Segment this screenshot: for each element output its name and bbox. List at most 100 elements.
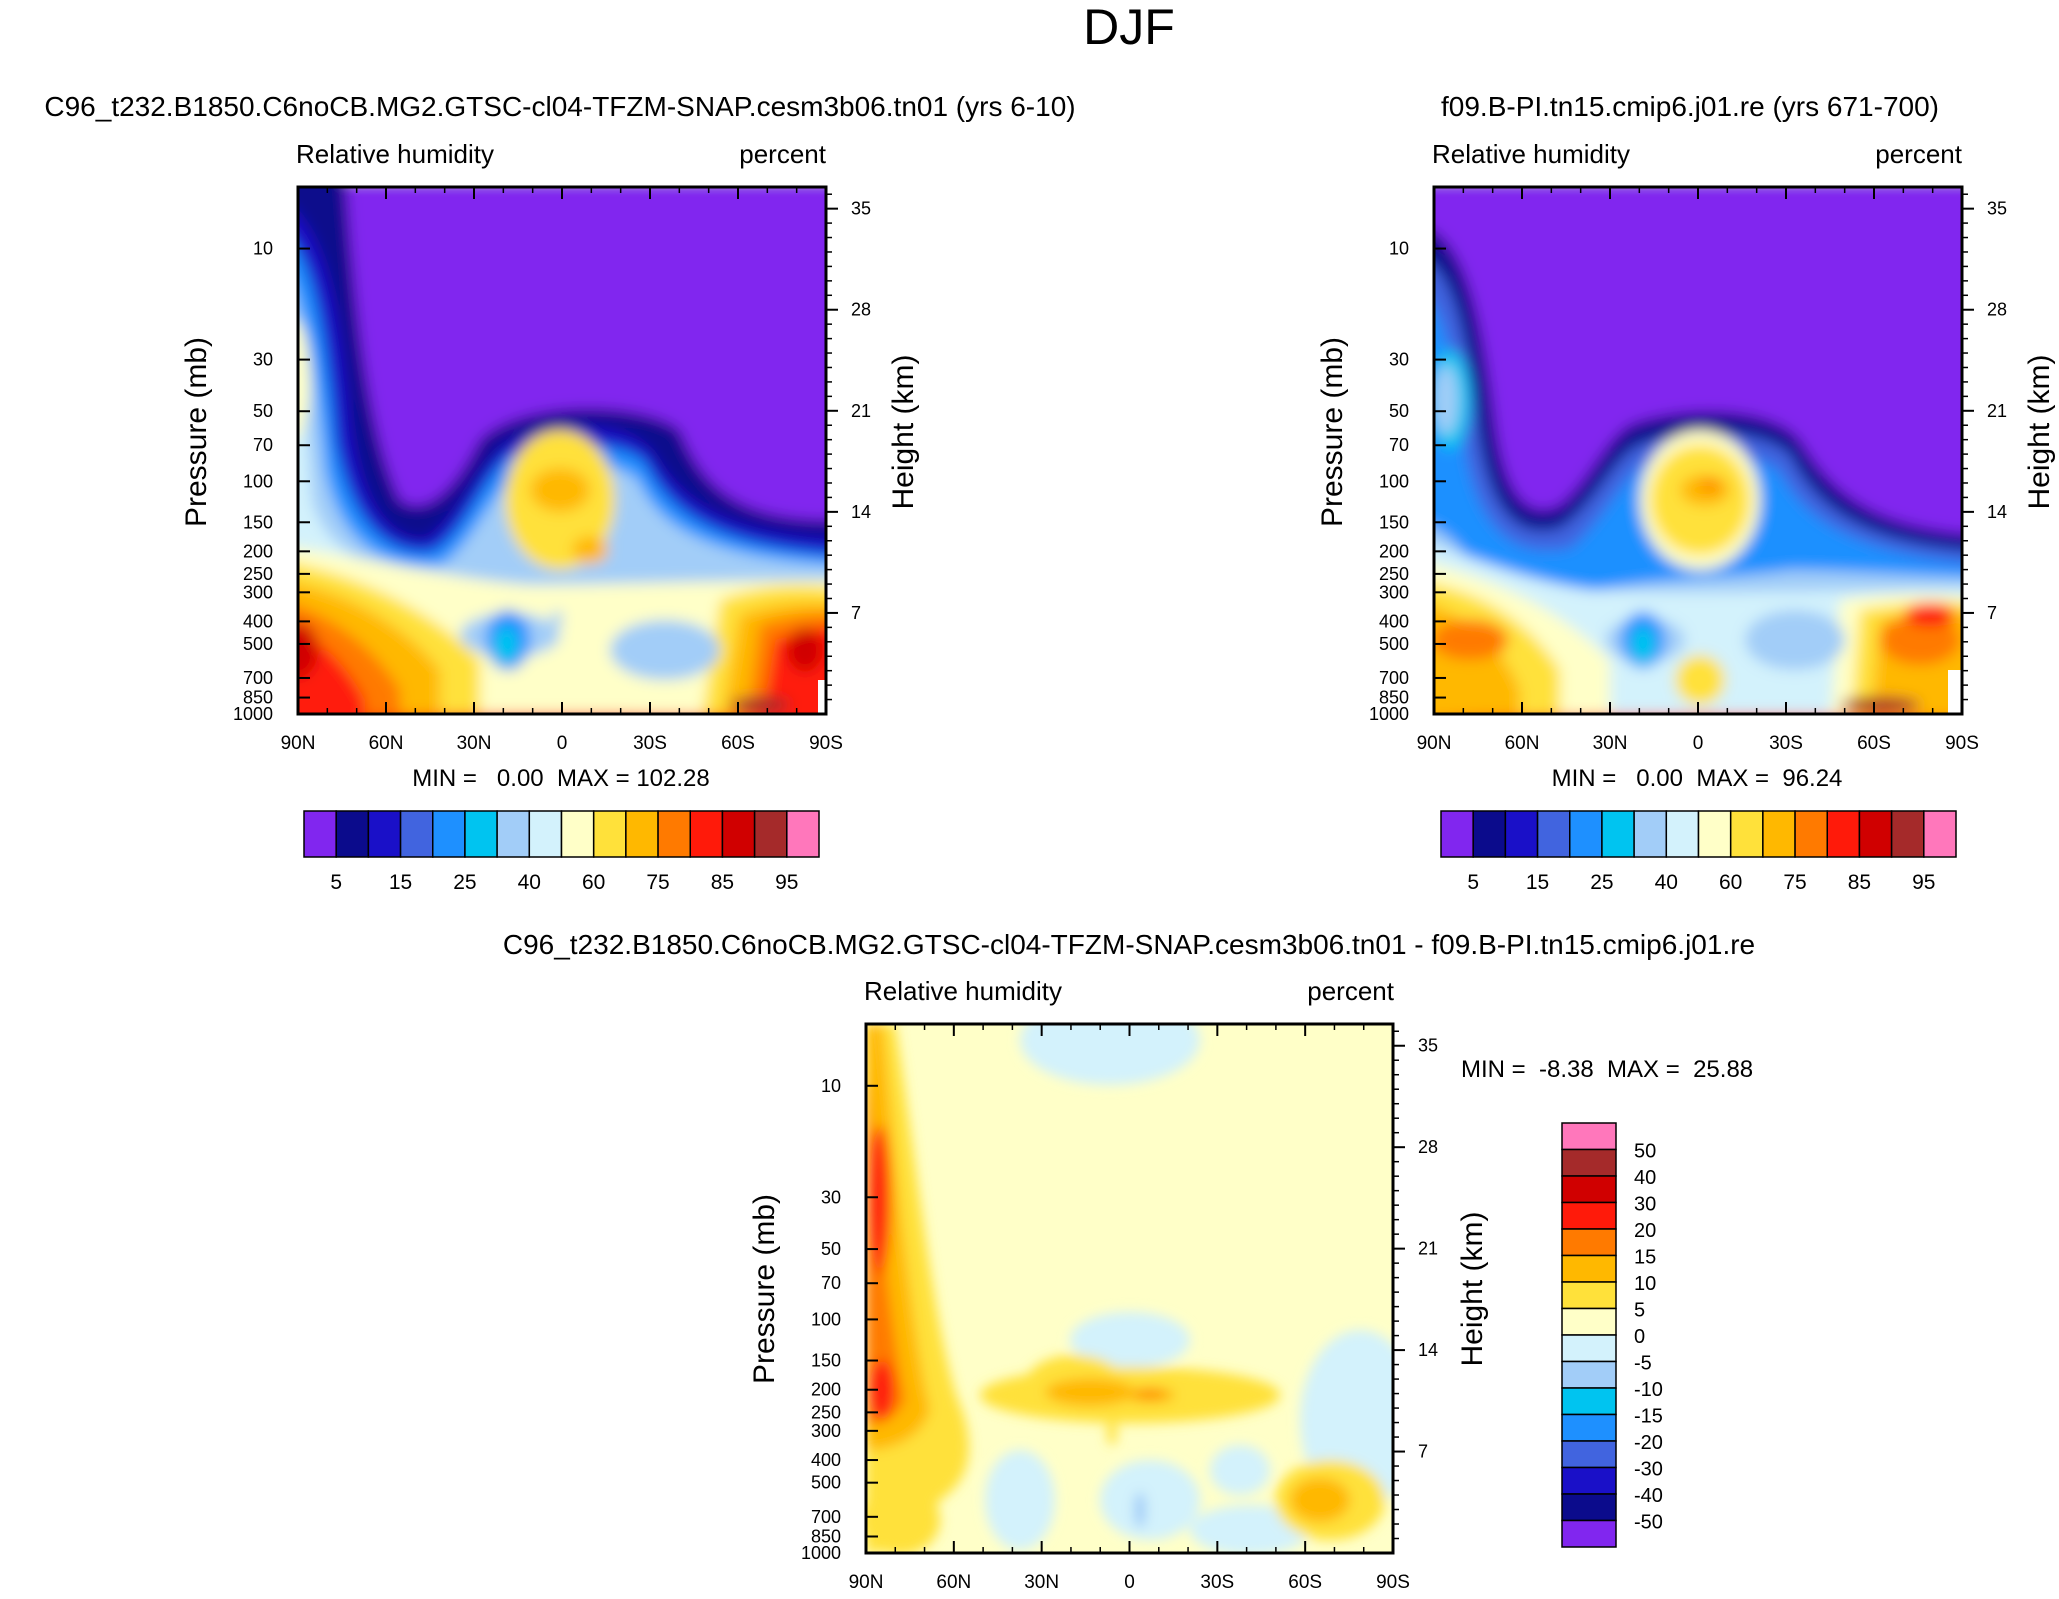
diff-variable-label: Relative humidity	[864, 976, 1062, 1006]
colorbar-swatch	[1561, 1519, 1617, 1548]
colorbar-swatch	[335, 810, 370, 858]
y-tick-label: 200	[243, 541, 273, 561]
x-tick-label: 30N	[457, 733, 492, 754]
colorbar-label: -5	[1634, 1353, 1652, 1375]
x-tick-label: 30S	[1769, 733, 1803, 754]
colorbar-label: 25	[1590, 871, 1613, 894]
x-tick-label: 90N	[1417, 733, 1452, 754]
colorbar-swatch	[367, 810, 402, 858]
colorbar-swatch	[689, 810, 724, 858]
colorbar-swatch	[786, 810, 820, 858]
colorbar-swatch	[399, 810, 434, 858]
y2-tick-label: 7	[1987, 603, 1997, 623]
colorbar-swatch	[1561, 1281, 1617, 1310]
x-tick-label: 30S	[1200, 1572, 1234, 1593]
colorbar-swatch	[1561, 1387, 1617, 1416]
colorbar-label: 95	[1912, 871, 1935, 894]
colorbar-swatch	[1729, 810, 1764, 858]
left-units-label: percent	[739, 139, 826, 169]
left-ylabel-pressure: Pressure (mb)	[180, 337, 213, 527]
y-tick-label: 850	[811, 1527, 841, 1547]
colorbar-swatch	[1561, 1440, 1617, 1469]
y-tick-label: 200	[1379, 541, 1409, 561]
colorbar-swatch	[1890, 810, 1925, 858]
y-tick-label: 400	[811, 1450, 841, 1470]
colorbar-swatch	[303, 810, 337, 858]
colorbar-swatch	[721, 810, 756, 858]
y2-tick-label: 21	[1418, 1239, 1438, 1259]
x-tick-label: 90S	[809, 733, 843, 754]
y-tick-label: 10	[1389, 239, 1409, 259]
colorbar-swatch	[1472, 810, 1507, 858]
colorbar-label: 5	[1467, 871, 1479, 894]
right-ylabel-pressure: Pressure (mb)	[1316, 337, 1349, 527]
x-tick-label: 60S	[721, 733, 755, 754]
colorbar-label: 0	[1634, 1326, 1645, 1348]
colorbar-swatch	[1561, 1466, 1617, 1495]
colorbar-label: 50	[1634, 1141, 1656, 1163]
y-tick-label: 1000	[1369, 704, 1409, 724]
y-tick-label: 700	[811, 1507, 841, 1527]
x-tick-label: 30N	[1024, 1572, 1059, 1593]
x-tick-label: 30S	[633, 733, 667, 754]
colorbar-label: 20	[1634, 1220, 1656, 1242]
y-tick-label: 250	[811, 1402, 841, 1422]
x-tick-label: 60N	[936, 1572, 971, 1593]
colorbar-swatch	[1561, 1201, 1617, 1230]
y-tick-label: 150	[243, 512, 273, 532]
y2-tick-label: 28	[1987, 300, 2007, 320]
colorbar-swatch	[1561, 1413, 1617, 1442]
y-tick-label: 10	[821, 1076, 841, 1096]
colorbar-swatch	[1569, 810, 1603, 858]
y2-tick-label: 14	[1987, 502, 2007, 522]
colorbar-label: 60	[582, 871, 605, 894]
colorbar-swatch	[464, 810, 498, 858]
colorbar-label: 40	[518, 871, 541, 894]
x-tick-label: 90N	[849, 1572, 884, 1593]
right-variable-label: Relative humidity	[1432, 139, 1630, 169]
colorbar-label: 75	[1783, 871, 1806, 894]
diff-units-label: percent	[1307, 976, 1394, 1006]
diff-ylabel-pressure: Pressure (mb)	[748, 1194, 781, 1384]
y-tick-label: 1000	[233, 704, 273, 724]
colorbar-swatch	[1561, 1360, 1617, 1389]
colorbar-swatch	[657, 810, 691, 858]
x-tick-label: 30N	[1593, 733, 1628, 754]
x-tick-label: 90S	[1376, 1572, 1410, 1593]
colorbar-swatch	[1601, 810, 1635, 858]
colorbar-swatch	[1536, 810, 1571, 858]
y-tick-label: 250	[243, 564, 273, 584]
diff-contour-field	[866, 1024, 1393, 1553]
colorbar-swatch	[1762, 810, 1796, 858]
y-tick-label: 50	[821, 1239, 841, 1259]
x-tick-label: 90N	[281, 733, 316, 754]
x-tick-label: 60S	[1288, 1572, 1322, 1593]
diff-ylabel-height: Height (km)	[1456, 1211, 1489, 1366]
colorbar-label: 40	[1655, 871, 1678, 894]
panel-left: C96_t232.B1850.C6noCB.MG2.GTSC-cl04-TFZM…	[44, 91, 1075, 894]
colorbar-swatch	[1561, 1254, 1617, 1283]
y-tick-label: 850	[243, 688, 273, 708]
y-tick-label: 700	[243, 668, 273, 688]
diff-panel-title: C96_t232.B1850.C6noCB.MG2.GTSC-cl04-TFZM…	[503, 929, 1755, 960]
diff-axes: 90N 60N 30N 0 30S 60S 90S103050701001502002503…	[801, 1024, 1438, 1593]
y-tick-label: 100	[1379, 471, 1409, 491]
y-tick-label: 50	[1389, 401, 1409, 421]
colorbar-label: -15	[1634, 1406, 1663, 1428]
left-colorbar: 5 15 25 40 60 75 85 95	[303, 810, 820, 894]
colorbar-label: 15	[389, 871, 412, 894]
left-contour-field	[298, 187, 826, 714]
x-tick-label: 60N	[1505, 733, 1540, 754]
colorbar-swatch	[1633, 810, 1668, 858]
colorbar-swatch	[528, 810, 563, 858]
colorbar-swatch	[1561, 1334, 1617, 1363]
y-tick-label: 30	[821, 1187, 841, 1207]
colorbar-swatch	[560, 810, 595, 858]
colorbar-label: 95	[775, 871, 798, 894]
right-units-label: percent	[1875, 139, 1962, 169]
y-tick-label: 150	[1379, 512, 1409, 532]
colorbar-label: -40	[1634, 1485, 1663, 1507]
y-tick-label: 70	[821, 1273, 841, 1293]
colorbar-swatch	[1561, 1307, 1617, 1336]
